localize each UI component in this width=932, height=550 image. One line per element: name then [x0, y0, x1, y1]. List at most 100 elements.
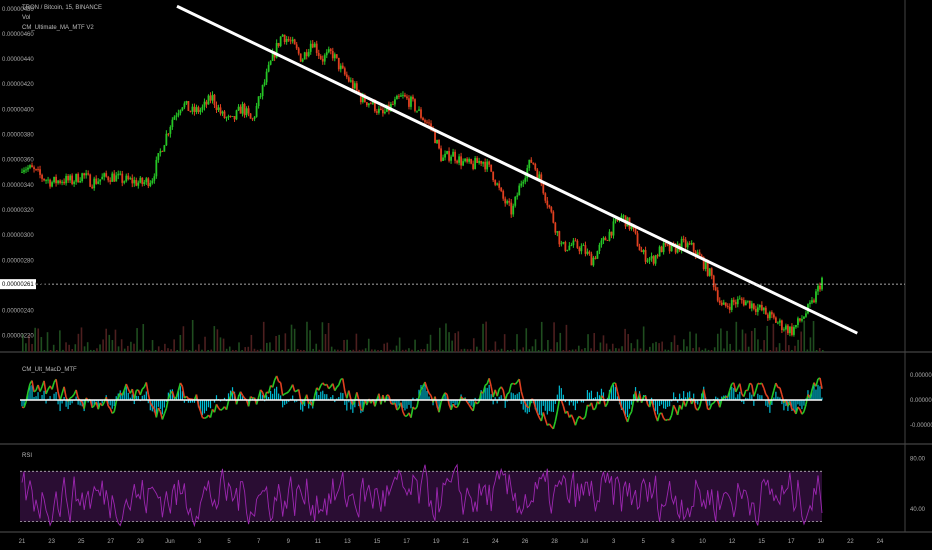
volume-bar: [408, 348, 410, 352]
rsi-tick-label: 80.00: [910, 457, 926, 463]
rsi-label: RSI: [22, 453, 33, 459]
volume-bar: [503, 334, 506, 352]
macd-hist-bar: [332, 395, 334, 401]
macd-line-segment: [342, 378, 346, 392]
candle: [710, 268, 713, 276]
macd-hist-bar: [35, 396, 37, 401]
macd-line-segment: [791, 408, 795, 411]
macd-hist-bar: [262, 395, 264, 401]
candle: [297, 48, 300, 54]
candle: [474, 158, 477, 170]
price-pane[interactable]: [0, 0, 932, 533]
macd-hist-bar: [424, 383, 426, 401]
volume-bar: [281, 349, 284, 352]
macd-hist-bar: [731, 386, 733, 401]
macd-line-segment: [43, 380, 47, 395]
macd-hist-bar: [811, 388, 813, 401]
candle: [602, 237, 605, 241]
macd-line-segment: [167, 393, 172, 399]
macd-hist-bar: [179, 386, 181, 401]
candle: [283, 34, 286, 43]
price-axis[interactable]: 0.00000480 0.00000460 0.00000440 0.00000420…: [0, 7, 51, 340]
macd-line-segment: [771, 390, 775, 399]
candle: [506, 201, 509, 204]
candle: [454, 151, 456, 161]
macd-line-segment: [729, 383, 733, 391]
candle: [484, 161, 487, 170]
macd-hist-bar: [193, 400, 196, 403]
macd-line-segment: [231, 390, 236, 395]
macd-hist-bar: [145, 391, 147, 401]
volume-bar: [747, 346, 750, 352]
volume-bar: [327, 323, 330, 352]
macd-hist-bar: [486, 387, 488, 401]
volume-bar: [701, 349, 704, 352]
macd-hist-bar: [749, 392, 751, 401]
volume-bar: [148, 349, 151, 352]
macd-line-segment: [428, 392, 432, 397]
macd-line-segment: [584, 404, 589, 417]
volume-bar: [642, 326, 645, 352]
time-tick-label: 15: [758, 539, 765, 545]
volume-bar: [151, 340, 154, 352]
volume-bar: [374, 349, 376, 352]
time-axis[interactable]: 21 23 25 27 29 Jun 3 5 7 9 11 13 15 17 19 21 24 26 28 Jul 3 5…: [19, 539, 884, 545]
candle: [674, 244, 677, 253]
macd-line-segment: [546, 423, 550, 426]
candle: [247, 108, 250, 114]
candle: [630, 226, 633, 230]
candle: [221, 111, 224, 114]
macd-hist-bar: [143, 394, 145, 401]
macd-hist-bar: [558, 385, 560, 401]
macd-hist-bar: [574, 400, 576, 411]
time-tick-label: 17: [788, 539, 795, 545]
macd-pane[interactable]: 0.00000005 0.00000000 -0.00000005: [20, 373, 932, 430]
macd-hist-bar: [741, 400, 743, 403]
candle: [748, 300, 751, 309]
candle: [341, 65, 344, 69]
rsi-pane[interactable]: 80.00 40.00: [20, 457, 926, 528]
macd-hist-bar: [428, 396, 430, 401]
macd-hist-bar: [817, 384, 819, 401]
macd-line-segment: [175, 390, 180, 398]
candle: [375, 111, 378, 113]
macd-hist-bar: [538, 400, 540, 415]
candle: [758, 304, 761, 308]
macd-hist-bar: [602, 392, 605, 401]
macd-line-segment: [21, 406, 25, 409]
candle: [422, 117, 424, 121]
macd-hist-bar: [207, 400, 210, 408]
volume-bar: [46, 332, 49, 352]
macd-line-segment: [145, 382, 150, 395]
candle: [410, 96, 412, 107]
candle: [137, 182, 140, 186]
macd-line-segment: [708, 403, 713, 410]
macd-hist-bar: [648, 400, 651, 406]
macd-line-segment: [456, 403, 460, 408]
candle: [147, 178, 150, 187]
candle: [764, 307, 767, 315]
candle: [133, 180, 136, 184]
macd-line-segment: [524, 403, 528, 408]
volume-bar: [93, 349, 95, 352]
trendline[interactable]: [176, 4, 858, 335]
volume-bar: [531, 346, 534, 352]
candle: [819, 285, 821, 290]
macd-line-segment: [424, 381, 428, 389]
macd-hist-bar: [546, 400, 548, 415]
candle: [746, 300, 749, 302]
volume-bar: [593, 333, 596, 352]
candle: [470, 159, 473, 164]
volume-bar: [417, 349, 419, 352]
candle: [768, 312, 771, 319]
volume-bar: [157, 346, 160, 352]
volume-bar: [352, 349, 355, 352]
volume-bar: [383, 343, 385, 352]
candle: [65, 175, 68, 184]
macd-line-segment: [496, 389, 500, 397]
macd-hist-bar: [490, 394, 492, 401]
macd-line-segment: [665, 418, 668, 422]
volume-bar: [337, 349, 339, 352]
candle: [654, 255, 657, 264]
macd-hist-bar: [470, 400, 472, 406]
